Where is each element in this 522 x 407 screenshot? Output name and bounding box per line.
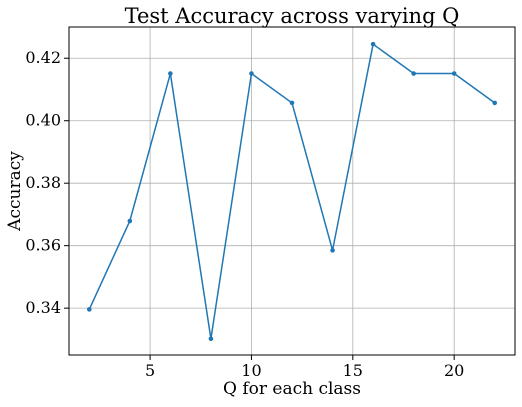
- data-point: [249, 71, 254, 76]
- y-tick-label: 0.34: [25, 298, 61, 317]
- chart-title: Test Accuracy across varying Q: [125, 4, 460, 28]
- plot-frame: [68, 26, 516, 356]
- x-axis-label: Q for each class: [223, 379, 361, 399]
- data-point: [86, 307, 92, 312]
- data-point: [330, 248, 335, 253]
- y-tick-label: 0.36: [25, 236, 61, 255]
- y-tick-label: 0.42: [25, 48, 61, 67]
- data-point: [168, 71, 173, 76]
- y-tick-label: 0.38: [25, 173, 61, 192]
- data-point: [289, 100, 295, 106]
- x-tick-label: 5: [145, 361, 155, 380]
- data-point: [451, 71, 457, 76]
- x-tick-label: 15: [343, 361, 363, 380]
- x-tick-label: 10: [241, 361, 261, 380]
- axis-ticks: 5 10 15 20 0.34 0.36 0.38 0.40 0.42: [25, 48, 464, 380]
- y-axis-label: Accuracy: [5, 151, 25, 232]
- data-point: [370, 41, 376, 47]
- data-point: [411, 71, 416, 76]
- x-tick-label: 20: [444, 361, 464, 380]
- data-point: [492, 100, 498, 106]
- grid-lines: [69, 27, 515, 355]
- data-point: [127, 218, 133, 224]
- y-tick-label: 0.40: [25, 111, 61, 130]
- series-layer: [86, 41, 498, 342]
- data-point: [208, 336, 214, 342]
